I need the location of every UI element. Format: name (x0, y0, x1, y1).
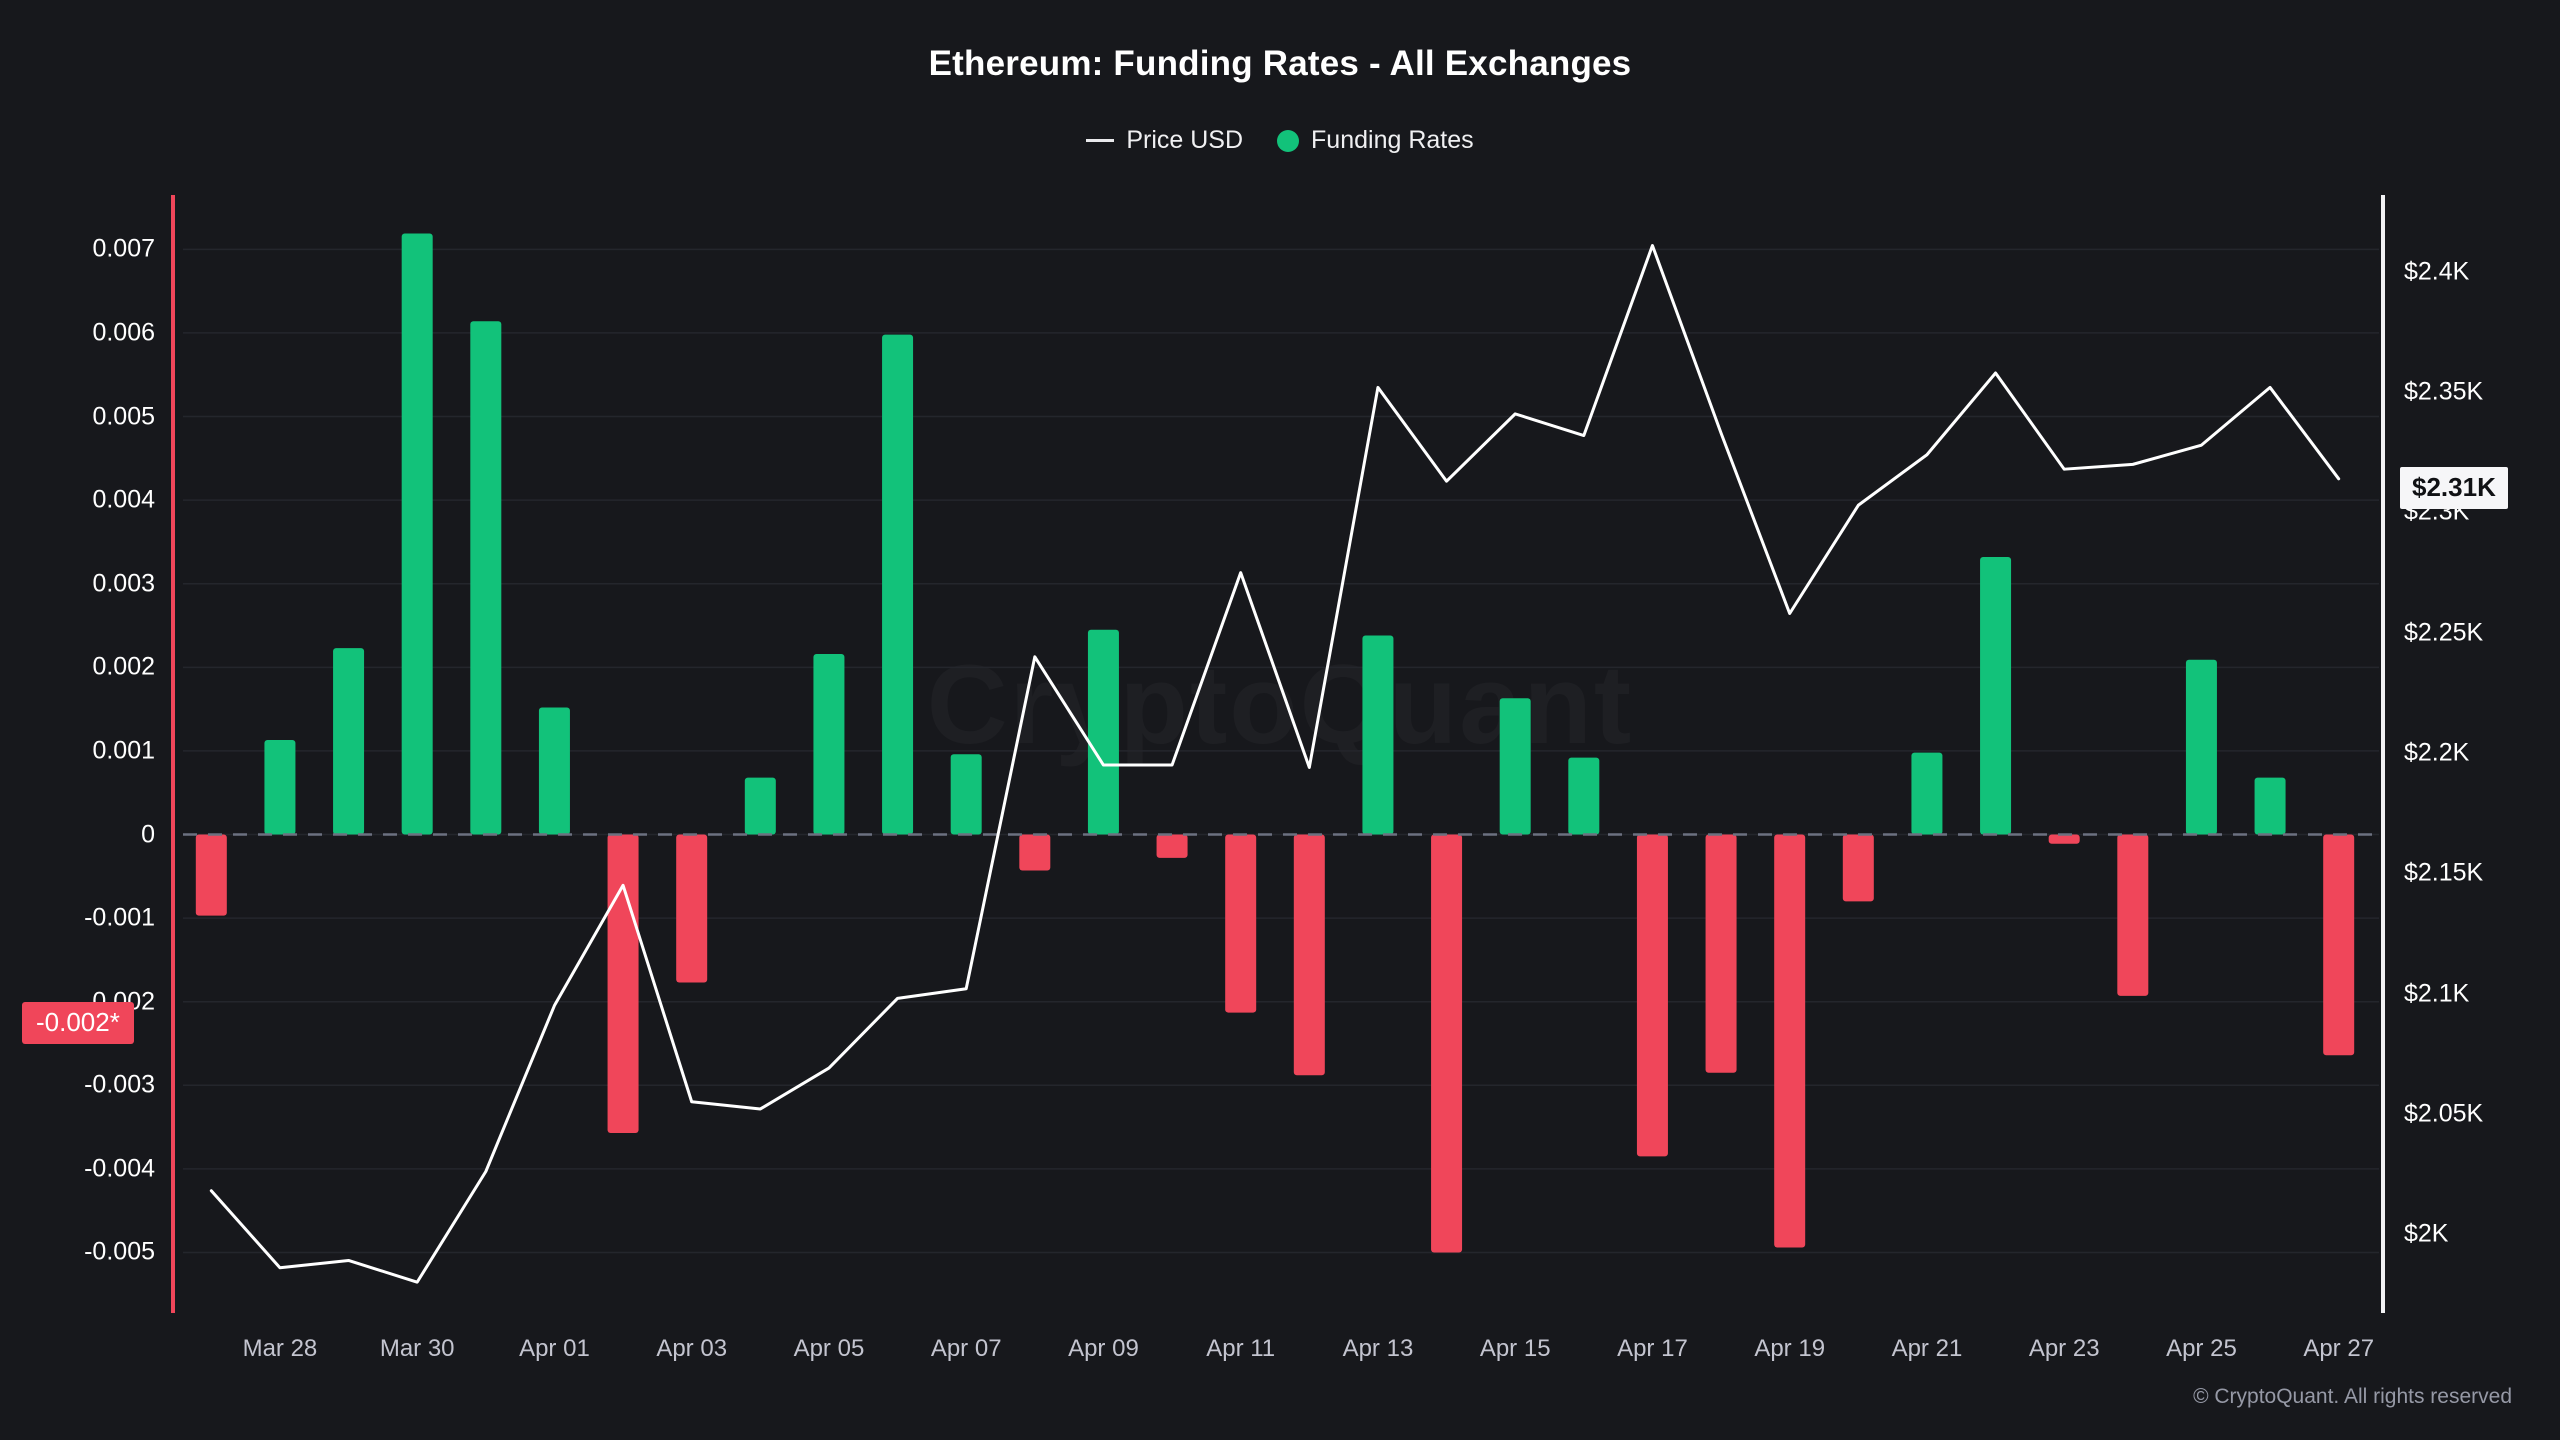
right-axis-tick-label: $2.2K (2404, 738, 2470, 767)
gridlines (183, 248, 2379, 1254)
left-axis-tick-label: -0.004 (84, 1154, 155, 1183)
left-axis-value-badge: -0.002* (22, 1001, 134, 1044)
dot-marker-icon (1277, 129, 1300, 152)
x-axis-tick-label: Apr 19 (1754, 1335, 1826, 1362)
x-axis-tick-label: Apr 01 (519, 1335, 590, 1362)
bar[interactable] (1362, 635, 1394, 835)
right-axis-line (2381, 195, 2385, 1313)
right-axis-tick-label: $2K (2404, 1219, 2449, 1248)
plot-svg (183, 233, 2379, 1284)
left-axis-tick-label: 0.004 (92, 485, 155, 514)
left-axis-tick-label: 0.005 (92, 402, 155, 431)
bar[interactable] (882, 334, 914, 835)
left-axis-tick-label: 0.007 (92, 234, 155, 263)
right-axis-tick-label: $2.15K (2404, 858, 2484, 887)
x-axis-tick-label: Apr 15 (1479, 1335, 1551, 1362)
right-axis-tick-label: $2.1K (2404, 979, 2470, 1008)
bar[interactable] (1431, 834, 1463, 1253)
bar[interactable] (744, 777, 776, 835)
left-axis-tick-label: 0.002 (92, 652, 155, 681)
bar[interactable] (1911, 752, 1943, 835)
left-axis-tick-label: 0 (141, 820, 155, 848)
bar[interactable] (1499, 698, 1531, 835)
bar[interactable] (1636, 834, 1668, 1157)
bar[interactable] (1705, 834, 1737, 1073)
price-line-series (209, 244, 2341, 1284)
left-axis-tick-label: 0.003 (92, 569, 155, 598)
legend-item-price-usd[interactable]: Price USD (1086, 126, 1243, 155)
left-axis-tick-label: 0.006 (92, 318, 155, 347)
x-axis-tick-label: Apr 23 (2028, 1335, 2100, 1362)
footer-credit: © CryptoQuant. All rights reserved (2193, 1385, 2512, 1408)
left-axis-tick-label: -0.001 (84, 903, 155, 932)
bar[interactable] (2185, 659, 2217, 835)
bar[interactable] (2323, 834, 2355, 1056)
plot-area (183, 195, 2379, 1311)
bar[interactable] (2117, 834, 2149, 996)
x-axis-tick-label: Mar 30 (379, 1335, 455, 1362)
legend-item-funding-rates[interactable]: Funding Rates (1277, 126, 1474, 155)
bar[interactable] (333, 648, 365, 835)
bar[interactable] (1293, 834, 1325, 1076)
bar[interactable] (1156, 834, 1188, 858)
x-axis-tick-label: Apr 03 (656, 1335, 728, 1362)
right-axis-tick-label: $2.4K (2404, 257, 2470, 286)
bar[interactable] (1019, 834, 1051, 871)
x-axis-tick-label: Apr 13 (1342, 1335, 1414, 1362)
bar[interactable] (401, 233, 433, 835)
right-axis-tick-label: $2.05K (2404, 1099, 2484, 1128)
bar[interactable] (1087, 629, 1119, 835)
right-axis-tick-label: $2.25K (2404, 618, 2484, 647)
x-axis-tick-label: Apr 25 (2166, 1335, 2237, 1362)
bar[interactable] (1568, 757, 1600, 835)
x-axis-tick-label: Apr 27 (2303, 1335, 2375, 1362)
bar[interactable] (195, 834, 227, 916)
bar[interactable] (950, 754, 982, 835)
line-marker-icon (1086, 139, 1115, 142)
page-title: Ethereum: Funding Rates - All Exchanges (928, 44, 1632, 83)
chart-legend: Price USD Funding Rates (0, 126, 2560, 155)
bar[interactable] (2254, 777, 2286, 835)
bar[interactable] (1774, 834, 1806, 1248)
x-axis-tick-label: Apr 05 (793, 1335, 865, 1362)
left-axis-tick-label: 0.001 (92, 736, 155, 765)
bar[interactable] (1842, 834, 1874, 902)
x-axis-tick-label: Apr 17 (1617, 1335, 1688, 1362)
legend-label-price-usd: Price USD (1126, 126, 1244, 154)
bar[interactable] (538, 707, 570, 835)
bar-series (195, 233, 2355, 1253)
right-axis-tick-label: $2.35K (2404, 377, 2484, 406)
x-axis-tick-label: Apr 09 (1068, 1335, 1139, 1362)
x-axis-tick-label: Apr 11 (1206, 1335, 1276, 1362)
left-axis-tick-label: -0.005 (84, 1237, 155, 1266)
left-axis-tick-label: -0.003 (84, 1070, 155, 1099)
left-axis-line (171, 195, 175, 1313)
bar[interactable] (1980, 556, 2012, 835)
bar[interactable] (813, 653, 845, 835)
bar[interactable] (676, 834, 708, 983)
bar[interactable] (607, 834, 639, 1133)
bar[interactable] (264, 740, 296, 835)
x-axis-tick-label: Apr 07 (930, 1335, 1002, 1362)
bar[interactable] (1225, 834, 1257, 1013)
bar[interactable] (470, 321, 502, 835)
x-axis-tick-label: Apr 21 (1891, 1335, 1963, 1362)
bar[interactable] (2048, 834, 2080, 844)
right-axis-value-badge: $2.31K (2400, 467, 2508, 510)
legend-label-funding-rates: Funding Rates (1311, 126, 1474, 154)
x-axis-tick-label: Mar 28 (242, 1335, 318, 1362)
